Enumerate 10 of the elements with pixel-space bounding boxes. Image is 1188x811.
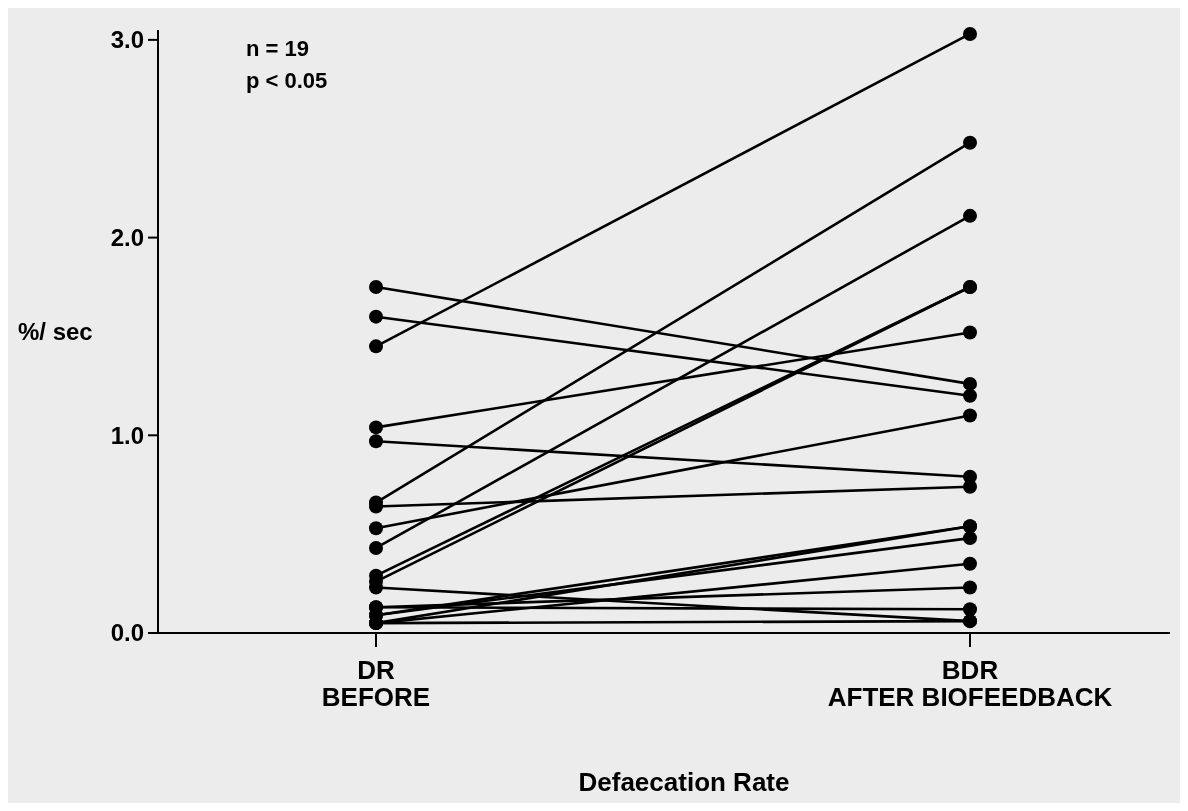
y-axis-title: %/ sec bbox=[18, 317, 93, 345]
annotation: p < 0.05 bbox=[246, 68, 328, 93]
x-tick-label: DR BEFORE bbox=[321, 655, 431, 713]
x-axis-title: Defaecation Rate bbox=[578, 767, 790, 797]
y-tick-label: 2.0 bbox=[110, 223, 144, 251]
y-tick-label: 3.0 bbox=[110, 26, 144, 54]
x-tick-label: BDR AFTER BIOFEEDBACK bbox=[827, 655, 1113, 713]
y-tick-label: 1.0 bbox=[110, 421, 144, 449]
annotation: n = 19 bbox=[246, 36, 309, 61]
y-tick-label: 0.0 bbox=[110, 619, 144, 647]
